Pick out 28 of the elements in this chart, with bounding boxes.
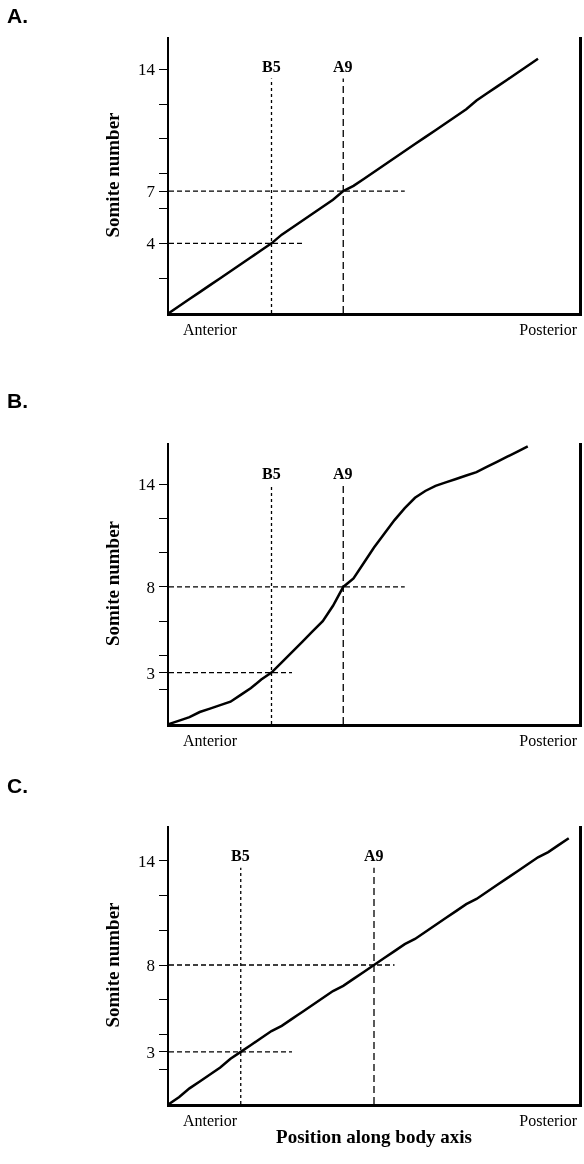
y-axis-title: Somite number [101, 520, 123, 647]
annotation: A9 [364, 847, 384, 864]
y-tick-label: 4 [146, 234, 156, 254]
annotation: B5 [262, 58, 281, 75]
annotation: A9 [333, 58, 353, 75]
x-tick-label: Posterior [519, 731, 578, 749]
y-axis-title: Somite number [101, 111, 123, 238]
y-tick-label: 14 [138, 60, 156, 80]
y-tick-label: 8 [146, 955, 156, 975]
annotation: B5 [231, 847, 250, 864]
x-tick-label: Anterior [182, 320, 238, 338]
annotation: A9 [333, 465, 353, 482]
y-axis-title: Somite number [101, 901, 123, 1028]
y-tick-label: 3 [146, 1042, 156, 1062]
y-tick-label: 14 [138, 475, 156, 495]
x-tick-label: Anterior [182, 1111, 238, 1129]
y-tick-label: 7 [146, 182, 156, 202]
x-tick-label: Posterior [519, 320, 578, 338]
x-tick-label: Posterior [519, 1111, 578, 1129]
y-tick-label: 8 [146, 577, 156, 597]
annotation: B5 [262, 465, 281, 482]
chart-title: A. [7, 3, 29, 27]
chart-title: C. [7, 773, 29, 797]
chart-title: B. [7, 388, 29, 412]
x-tick-label: Anterior [182, 731, 238, 749]
x-axis-title: Position along body axis [276, 1125, 472, 1147]
y-tick-label: 3 [146, 663, 156, 683]
y-tick-label: 14 [138, 851, 156, 871]
